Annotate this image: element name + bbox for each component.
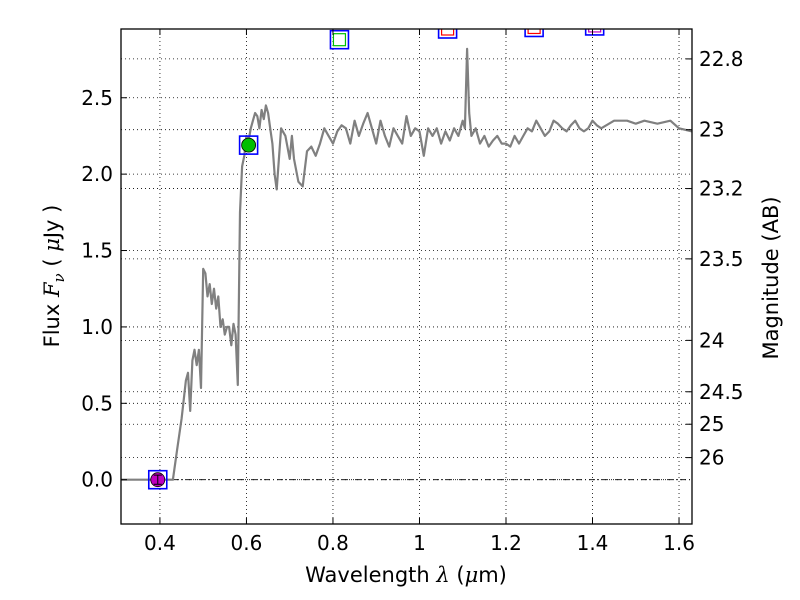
- y-tick-label: 0.0: [81, 468, 113, 492]
- mag-tick-label: 25: [699, 412, 724, 436]
- spectrum-line: [121, 47, 692, 481]
- mag-tick-label: 24.5: [699, 380, 744, 404]
- filter-box: [524, 29, 544, 38]
- photometry-point: [329, 29, 350, 50]
- filter-box: [238, 135, 259, 155]
- x-tick-label: 1.6: [663, 531, 695, 555]
- magnitude-axis-ticks: 22.8 23 23.2 23.5 24 24.5 25 26: [686, 47, 744, 470]
- spectrum-series: [121, 47, 692, 481]
- photometry-points: [147, 29, 605, 490]
- x-tick-label: 0.6: [231, 531, 263, 555]
- photometry-point: [238, 135, 259, 155]
- photometry-marker: [588, 29, 602, 33]
- y2-axis-title: Magnitude (AB): [759, 196, 783, 359]
- y-tick-label: 1.5: [81, 239, 113, 263]
- photometry-point: [584, 29, 605, 36]
- photometry-marker: [332, 33, 347, 47]
- mag-tick-label: 23.5: [699, 247, 744, 271]
- y-tick-label: 2.5: [81, 86, 113, 110]
- photometry-marker: [241, 137, 257, 153]
- photometry-marker: [527, 29, 541, 35]
- mag-tick-label: 23: [699, 118, 724, 142]
- y-tick-label: 0.5: [81, 391, 113, 415]
- filter-box: [437, 29, 458, 39]
- mag-tick-label: 22.8: [699, 47, 744, 71]
- mag-tick-label: 23.2: [699, 177, 744, 201]
- x-tick-label: 1: [413, 531, 426, 555]
- photometry-point: [524, 29, 544, 38]
- photometry-point: [437, 29, 458, 39]
- x-tick-label: 1.4: [577, 531, 609, 555]
- filter-box: [147, 469, 168, 490]
- photometry-point: [147, 469, 168, 490]
- filter-box: [329, 29, 350, 50]
- grid-lines: [121, 29, 692, 524]
- y-tick-label: 2.0: [81, 162, 113, 186]
- x-axis-title: Wavelength λ (μm): [305, 563, 507, 587]
- filter-box: [584, 29, 605, 36]
- y-axis-ticks: 0.0 0.5 1.0 1.5 2.0 2.5: [81, 86, 127, 492]
- y-tick-label: 1.0: [81, 315, 113, 339]
- mag-tick-label: 24: [699, 328, 724, 352]
- photometry-marker: [440, 29, 455, 36]
- x-axis-ticks: 0.4 0.6 0.8 1 1.2 1.4 1.6: [144, 29, 695, 555]
- x-tick-label: 1.2: [490, 531, 522, 555]
- x-tick-label: 0.8: [317, 531, 349, 555]
- mag-tick-label: 26: [699, 446, 724, 470]
- plot-frame: [120, 28, 693, 525]
- x-tick-label: 0.4: [144, 531, 176, 555]
- y-axis-title: Flux Fν ( μJy ): [40, 205, 68, 348]
